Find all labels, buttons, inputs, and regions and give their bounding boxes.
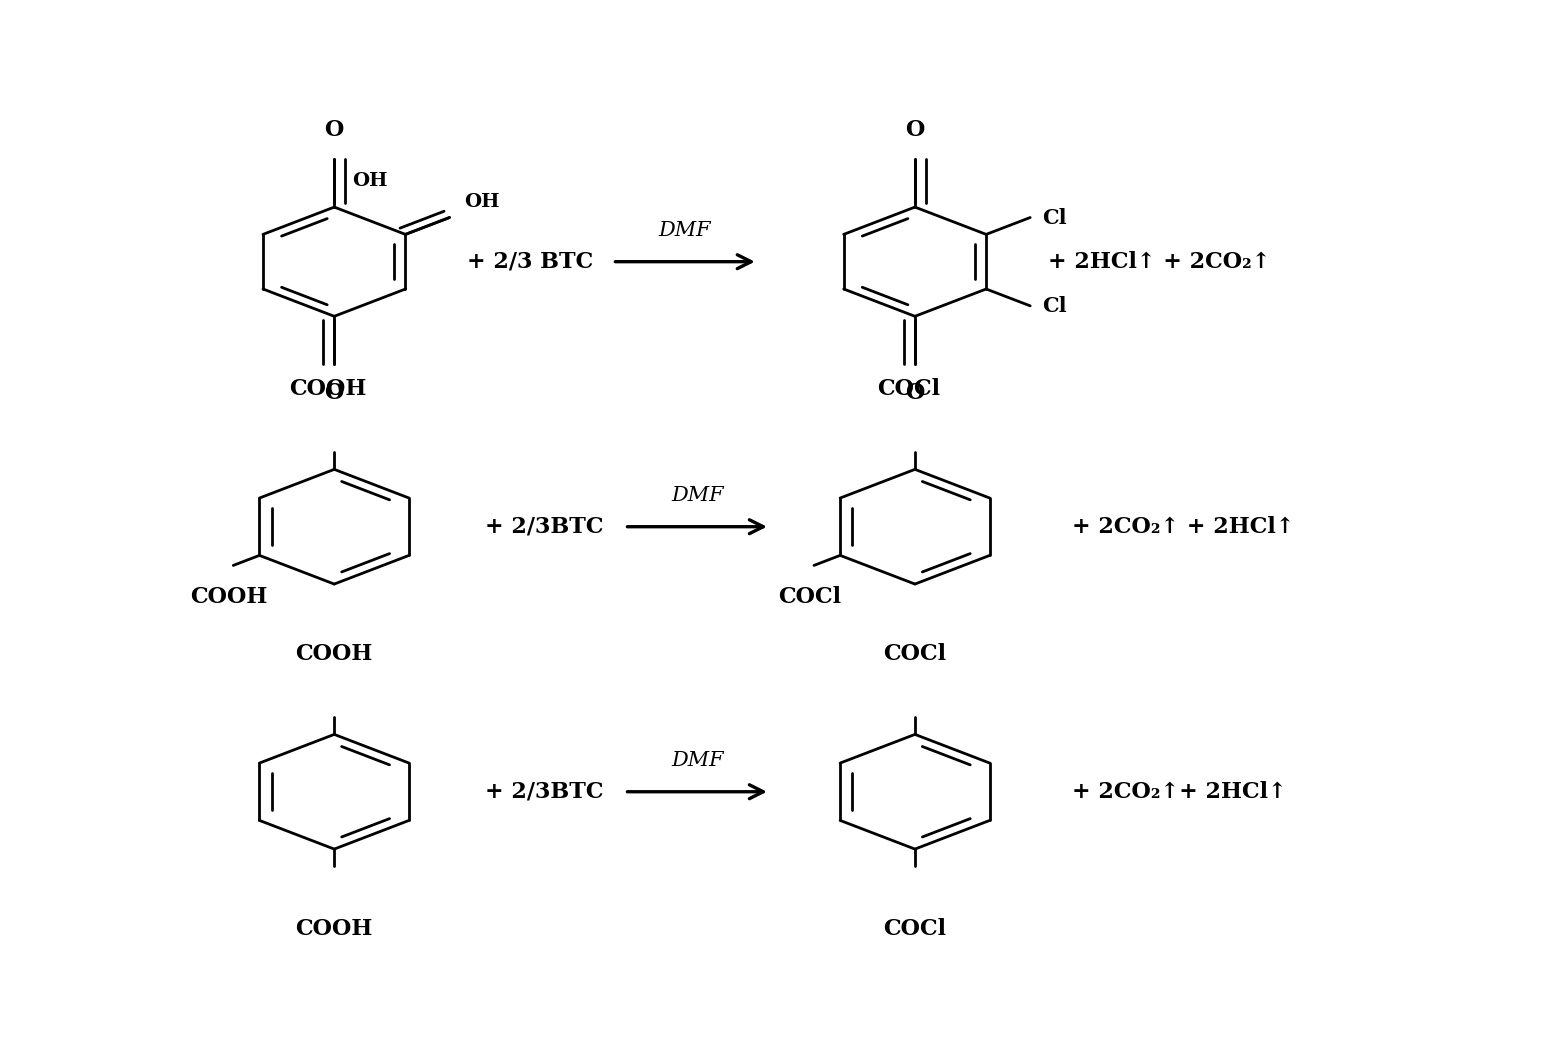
Text: OH: OH [464,193,500,211]
Text: COOH: COOH [295,644,373,665]
Text: COCl: COCl [884,644,946,665]
Text: O: O [905,119,924,141]
Text: DMF: DMF [659,221,712,240]
Text: OH: OH [353,172,387,190]
Text: + 2/3BTC: + 2/3BTC [485,781,604,803]
Text: DMF: DMF [671,486,723,505]
Text: O: O [325,119,343,141]
Text: COOH: COOH [289,378,367,399]
Text: COOH: COOH [190,586,268,608]
Text: + 2CO₂↑+ 2HCl↑: + 2CO₂↑+ 2HCl↑ [1072,781,1286,803]
Text: + 2/3BTC: + 2/3BTC [485,515,604,538]
Text: COCl: COCl [779,586,841,608]
Text: + 2CO₂↑ + 2HCl↑: + 2CO₂↑ + 2HCl↑ [1072,515,1294,538]
Text: O: O [905,382,924,404]
Text: Cl: Cl [1043,208,1066,227]
Text: COCl: COCl [884,919,946,941]
Text: O: O [325,382,343,404]
Text: + 2HCl↑ + 2CO₂↑: + 2HCl↑ + 2CO₂↑ [1047,250,1271,272]
Text: Cl: Cl [1043,296,1066,316]
Text: COCl: COCl [877,378,940,399]
Text: + 2/3 BTC: + 2/3 BTC [467,250,593,272]
Text: DMF: DMF [671,751,723,770]
Text: COOH: COOH [295,919,373,941]
